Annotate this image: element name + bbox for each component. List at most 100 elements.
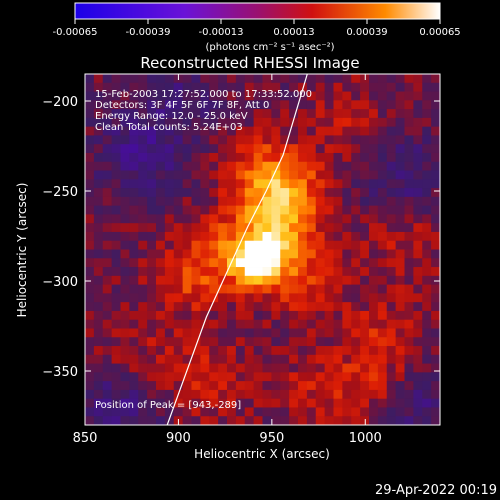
heatmap-cell [431, 407, 440, 417]
heatmap-cell [413, 284, 423, 294]
heatmap-cell [298, 214, 308, 224]
heatmap-cell [369, 398, 379, 408]
heatmap-cell [404, 161, 414, 171]
heatmap-cell [218, 407, 228, 417]
heatmap-cell [156, 407, 166, 417]
heatmap-cell [227, 100, 237, 110]
heatmap-cell [173, 354, 184, 364]
heatmap-cell [164, 319, 175, 329]
heatmap-cell [271, 179, 281, 189]
heatmap-cell [360, 144, 370, 154]
heatmap-cell [369, 126, 379, 136]
colorbar [74, 2, 441, 20]
heatmap-cell [182, 109, 192, 119]
heatmap-cell [271, 170, 281, 180]
heatmap-cell [191, 91, 201, 101]
heatmap-cell [191, 249, 201, 259]
heatmap-cell [156, 346, 166, 356]
heatmap-cell [218, 196, 228, 207]
heatmap-cell [93, 389, 104, 400]
heatmap-cell [244, 100, 255, 110]
heatmap-cell [404, 267, 414, 277]
heatmap-cell [306, 398, 317, 408]
heatmap-cell [369, 117, 379, 128]
heatmap-cell [413, 319, 423, 329]
heatmap-cell [386, 231, 397, 242]
heatmap-cell [218, 214, 228, 224]
heatmap-cell [315, 328, 326, 338]
heatmap-cell [422, 135, 432, 145]
heatmap-cell [422, 354, 432, 364]
heatmap-cell [422, 188, 432, 198]
heatmap-cell [413, 328, 423, 338]
heatmap-cell [93, 249, 104, 259]
heatmap-cell [422, 240, 432, 250]
heatmap-cell [315, 398, 326, 408]
heatmap-cell [138, 293, 148, 303]
heatmap-cell [422, 310, 432, 321]
heatmap-cell [369, 82, 379, 92]
heatmap-cell [404, 223, 414, 233]
heatmap-cell [147, 381, 157, 391]
heatmap-cell [377, 275, 388, 286]
heatmap-cell [218, 82, 228, 92]
heatmap-cell [147, 407, 157, 417]
heatmap-cell [298, 389, 308, 400]
heatmap-cell [431, 249, 440, 259]
heatmap-cell [235, 231, 246, 242]
heatmap-cell [413, 372, 423, 382]
heatmap-cell [280, 416, 290, 425]
heatmap-cell [431, 319, 440, 329]
heatmap-cell [377, 346, 388, 356]
heatmap-cell [129, 126, 139, 136]
heatmap-cell [235, 293, 246, 303]
heatmap-cell [315, 91, 326, 101]
heatmap-cell [306, 126, 317, 136]
heatmap-cell [235, 372, 246, 382]
heatmap-cell [253, 109, 263, 119]
heatmap-cell [156, 267, 166, 277]
heatmap-cell [218, 381, 228, 391]
heatmap-cell [395, 188, 405, 198]
heatmap-cell [173, 346, 184, 356]
heatmap-cell [289, 179, 299, 189]
heatmap-cell [431, 100, 440, 110]
heatmap-cell [422, 117, 432, 128]
heatmap-cell [209, 161, 219, 171]
heatmap-cell [262, 416, 272, 425]
heatmap-cell [173, 310, 184, 321]
heatmap-cell [218, 310, 228, 321]
heatmap-cell [422, 337, 432, 347]
heatmap-cell [253, 267, 263, 277]
heatmap-cell [377, 205, 388, 215]
heatmap-cell [147, 161, 157, 171]
heatmap-cell [360, 205, 370, 215]
heatmap-cell [351, 407, 361, 417]
heatmap-cell [342, 258, 352, 268]
heatmap-cell [306, 293, 317, 303]
heatmap-cell [342, 398, 352, 408]
heatmap-cell [85, 293, 95, 303]
heatmap-cell [315, 196, 326, 207]
heatmap-cell [324, 152, 334, 163]
heatmap-cell [413, 152, 423, 163]
heatmap-cell [173, 337, 184, 347]
heatmap-cell [227, 293, 237, 303]
heatmap-cell [244, 346, 255, 356]
heatmap-cell [138, 249, 148, 259]
heatmap-cell [173, 170, 184, 180]
heatmap-cell [227, 267, 237, 277]
heatmap-cell [369, 258, 379, 268]
heatmap-cell [235, 82, 246, 92]
heatmap-cell [280, 275, 290, 286]
heatmap-cell [85, 398, 95, 408]
heatmap-cell [404, 214, 414, 224]
heatmap-cell [173, 275, 184, 286]
heatmap-cell [262, 179, 272, 189]
heatmap-cell [280, 240, 290, 250]
heatmap-cell [244, 275, 255, 286]
heatmap-cell [200, 337, 210, 347]
heatmap-cell [244, 328, 255, 338]
heatmap-cell [120, 74, 130, 84]
heatmap-cell [200, 363, 210, 373]
